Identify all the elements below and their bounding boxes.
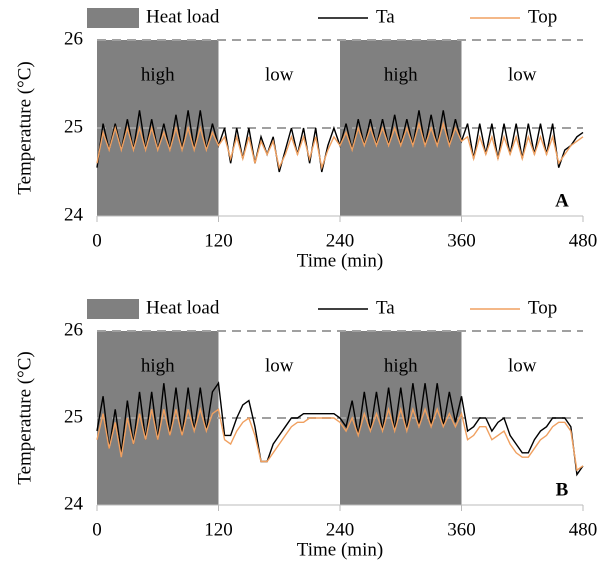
x-tick-label: 360 — [447, 519, 476, 540]
y-axis-label: Temperature (°C) — [14, 61, 35, 194]
period-label: high — [384, 355, 418, 376]
x-tick-label: 0 — [92, 519, 102, 540]
period-label: high — [141, 355, 175, 376]
legend-label: Ta — [376, 6, 395, 27]
panel-label: A — [555, 190, 569, 211]
y-tick-label: 25 — [64, 406, 83, 427]
x-tick-label: 480 — [569, 230, 598, 251]
period-label: high — [141, 64, 175, 85]
x-tick-label: 360 — [447, 230, 476, 251]
y-tick-label: 26 — [64, 319, 83, 340]
x-tick-label: 480 — [569, 519, 598, 540]
legend-label: Top — [528, 297, 557, 318]
chart-panel: high low high low 24 25 26 0 120 240 360 480 Time (m… — [14, 6, 597, 271]
legend-label: Heat load — [146, 6, 220, 27]
legend-label: Top — [528, 6, 557, 27]
period-label: low — [265, 355, 294, 376]
x-axis-label: Time (min) — [297, 250, 383, 271]
chart-panel: high low high low 24 25 26 0 120 240 360 480 Time (m… — [14, 297, 597, 560]
series-line — [96, 406, 584, 472]
series-line — [96, 120, 584, 171]
period-label: low — [265, 64, 294, 85]
period-label: high — [384, 64, 418, 85]
legend-label: Ta — [376, 297, 395, 318]
x-tick-label: 120 — [204, 230, 233, 251]
panel-label: B — [556, 479, 569, 500]
series-line — [96, 381, 584, 477]
legend-swatch — [87, 8, 139, 28]
y-tick-label: 24 — [64, 204, 84, 225]
period-label: low — [508, 355, 537, 376]
period-label: low — [508, 64, 537, 85]
x-axis-label: Time (min) — [297, 539, 383, 560]
x-tick-label: 0 — [92, 230, 102, 251]
y-tick-label: 25 — [64, 116, 83, 137]
y-axis-label: Temperature (°C) — [14, 351, 35, 484]
y-tick-label: 24 — [64, 493, 84, 514]
y-tick-label: 26 — [64, 28, 83, 49]
x-tick-label: 240 — [326, 230, 355, 251]
x-tick-label: 240 — [326, 519, 355, 540]
legend-swatch — [87, 299, 139, 319]
legend-label: Heat load — [146, 297, 220, 318]
x-tick-label: 120 — [204, 519, 233, 540]
